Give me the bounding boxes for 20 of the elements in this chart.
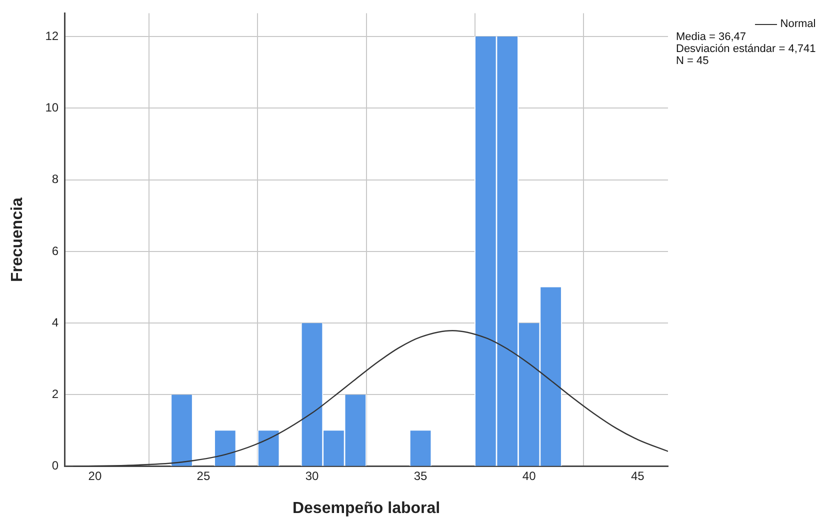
- y-tick-label: 10: [45, 100, 59, 114]
- x-tick-label: 35: [414, 468, 428, 483]
- y-tick-label: 2: [52, 387, 59, 402]
- y-tick-label: 0: [52, 458, 59, 473]
- x-tick-label: 20: [88, 468, 102, 483]
- text: N = 45: [676, 55, 710, 67]
- x-tick-label: 25: [196, 468, 210, 483]
- x-tick-label: 40: [522, 468, 536, 483]
- y-tick-label: 4: [52, 315, 59, 330]
- y-axis-title: Frecuencia: [9, 197, 26, 282]
- x-tick-label: 45: [630, 468, 645, 483]
- text: Desviación estándar = 4,741: [676, 43, 816, 55]
- legend-label: Normal: [780, 18, 816, 30]
- y-tick-label: 6: [52, 244, 59, 258]
- x-axis-title: Desempeño laboral: [292, 500, 440, 517]
- y-tick-label: 8: [52, 172, 59, 186]
- x-tick-label: 30: [305, 468, 319, 483]
- text: Media = 36,47: [676, 31, 748, 43]
- line-series: [72, 330, 668, 466]
- y-tick-label: 12: [45, 28, 59, 43]
